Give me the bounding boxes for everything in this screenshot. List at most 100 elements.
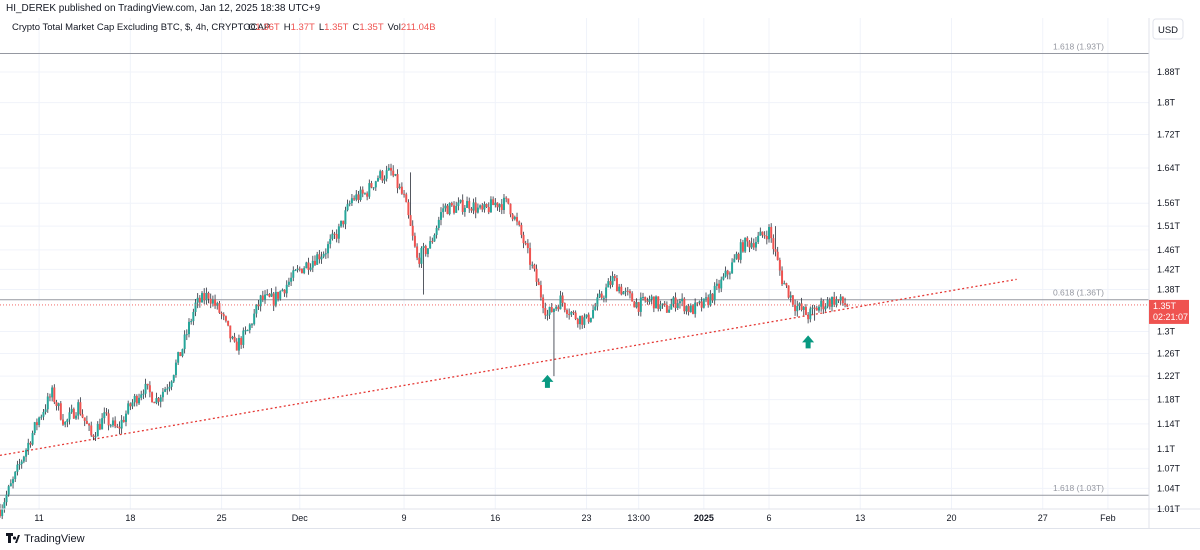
trendline-layer[interactable] (0, 278, 1017, 457)
candle-body (713, 285, 716, 301)
candle-body (644, 296, 647, 301)
candle-body (618, 286, 621, 292)
candle-body (138, 397, 141, 404)
candle-body (831, 297, 834, 307)
legend-ohlc-c-value: 1.35T (359, 22, 383, 33)
candle-body (646, 300, 649, 302)
candle-body (18, 464, 21, 466)
candle-body (387, 167, 390, 171)
candle-body (665, 304, 668, 313)
candle-body (631, 293, 634, 302)
candle-body (96, 423, 99, 437)
candle-body (798, 303, 801, 307)
candle-body (765, 236, 768, 240)
candle-body (350, 198, 353, 204)
candle-body (118, 426, 121, 429)
candle-body (461, 199, 464, 213)
candle-body (424, 246, 427, 255)
candle-body (709, 293, 712, 306)
candle-body (27, 442, 30, 450)
candle-body (678, 301, 681, 304)
candle-body (279, 291, 282, 299)
candle-body (246, 330, 249, 332)
candle-body (231, 336, 234, 339)
candle-body (166, 388, 169, 390)
candle-body (300, 268, 303, 274)
candle-body (768, 226, 771, 240)
legend-ohlc-o-label: O (248, 22, 255, 33)
candle-body (283, 289, 286, 294)
arrows-layer[interactable] (541, 335, 815, 388)
candle-body (817, 306, 820, 311)
time-tick-label: 11 (34, 513, 43, 523)
candle-body (1, 508, 4, 517)
candle-body (505, 197, 508, 199)
time-tick-label: 18 (125, 513, 135, 523)
fib-levels[interactable]: 1.618 (1.93T) 0.618 (1.36T) 1.618 (1.03T) (0, 42, 1149, 496)
candle-body (311, 260, 314, 268)
candle-body (466, 201, 469, 208)
candle-body (487, 207, 490, 213)
candle-body (363, 193, 366, 195)
candle-body (211, 299, 214, 304)
candle-body (844, 303, 847, 305)
candles-layer (0, 163, 1149, 520)
time-tick-label: 27 (1038, 513, 1048, 523)
candle-body (605, 287, 608, 298)
support-trendline[interactable] (0, 278, 1017, 457)
candle-body (479, 205, 482, 208)
candle-body (394, 174, 397, 176)
price-tick-label: 1.64T (1157, 163, 1181, 173)
candle-body (400, 186, 403, 194)
candle-body (565, 310, 568, 314)
candle-body (574, 312, 577, 319)
tradingview-logo-icon (6, 533, 20, 543)
candle-body (292, 270, 295, 278)
candle-body (183, 334, 186, 350)
candle-body (190, 321, 193, 323)
candle-body (824, 306, 827, 310)
candle-body (124, 413, 127, 422)
candle-body (129, 403, 132, 407)
candle-body (174, 362, 177, 376)
candle-body (116, 426, 119, 428)
candle-body (379, 171, 382, 179)
candle-body (303, 268, 306, 274)
candle-body (148, 385, 151, 393)
candle-body (92, 435, 95, 438)
candle-body (244, 330, 247, 332)
candle-body (216, 303, 219, 306)
candle-body (88, 423, 91, 426)
candle-body (596, 297, 599, 307)
candle-body (815, 307, 818, 311)
candle-body (531, 264, 534, 266)
candle-body (481, 205, 484, 210)
candle-body (374, 181, 377, 188)
candle-body (227, 320, 230, 326)
candle-body (25, 449, 28, 457)
candle-body (194, 302, 197, 312)
candle-body (51, 387, 54, 398)
candle-body (691, 305, 694, 314)
candle-body (307, 262, 310, 270)
candle-body (268, 294, 271, 297)
currency-button[interactable]: USD (1152, 18, 1184, 40)
candle-body (361, 189, 364, 194)
candle-body (274, 291, 277, 306)
candle-body (196, 297, 199, 303)
candle-body (442, 208, 445, 213)
price-tick-label: 1.07T (1157, 463, 1181, 473)
candle-body (70, 408, 73, 413)
candle-body (796, 306, 799, 312)
candle-body (287, 281, 290, 285)
candlestick-chart[interactable]: 1.618 (1.93T)0.618 (1.36T)1.618 (1.03T) … (0, 0, 1200, 528)
candle-body (220, 312, 223, 315)
legend-vol-value: 211.04B (401, 22, 436, 33)
up-arrow-icon[interactable] (541, 374, 554, 388)
candle-body (131, 402, 134, 407)
candle-body (90, 425, 93, 436)
candle-body (203, 293, 206, 301)
candle-body (757, 235, 760, 243)
up-arrow-icon[interactable] (802, 335, 815, 349)
candle-body (639, 297, 642, 312)
